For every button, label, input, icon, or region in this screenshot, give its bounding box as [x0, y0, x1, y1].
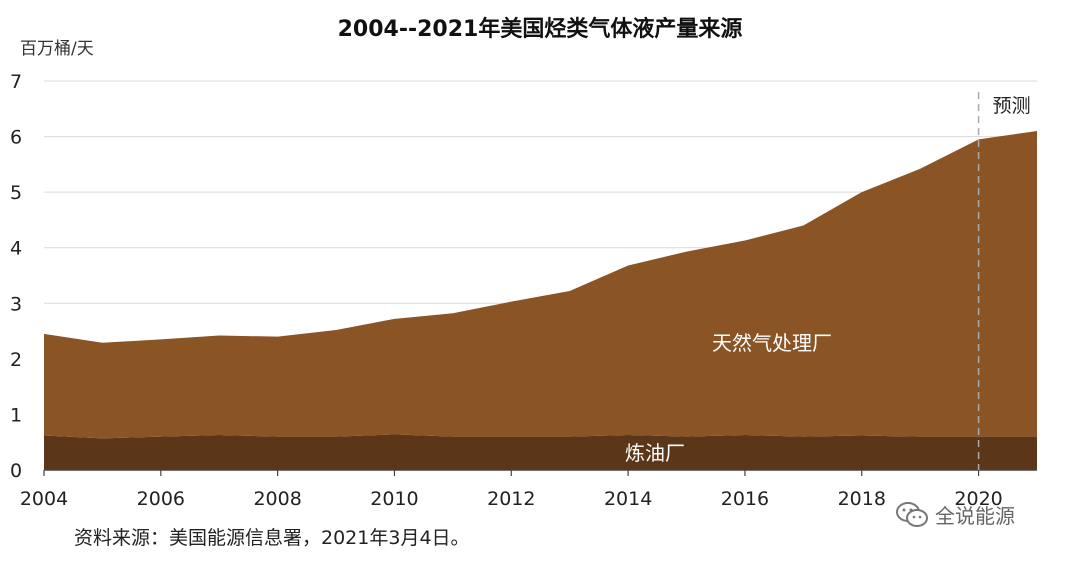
source-note: 资料来源：美国能源信息署，2021年3月4日。: [74, 527, 470, 549]
chart-title: 2004--2021年美国烃类气体液产量来源: [338, 16, 743, 42]
forecast-label: 预测: [993, 95, 1031, 117]
x-tick-2010: 2010: [370, 488, 418, 510]
watermark: 全说能源: [895, 500, 1015, 529]
y-tick-4: 4: [10, 238, 22, 260]
x-tick-2008: 2008: [253, 488, 301, 510]
x-tick-labels: 2004 2006 2008 2010 2012 2014 2016 2018 2020: [20, 488, 1003, 510]
y-tick-7: 7: [10, 71, 22, 93]
series-label-refinery: 炼油厂: [625, 441, 685, 465]
annotations: 预测: [977, 92, 1031, 470]
y-tick-1: 1: [10, 404, 22, 426]
series-labels: 炼油厂 天然气处理厂: [625, 331, 832, 465]
y-tick-labels: 0 1 2 3 4 5 6 7: [10, 71, 22, 482]
area-gas-plant: [44, 131, 1037, 439]
x-tick-2016: 2016: [721, 488, 769, 510]
wechat-icon: [896, 501, 928, 527]
y-tick-2: 2: [10, 349, 22, 371]
x-tick-2012: 2012: [487, 488, 535, 510]
x-tick-2004: 2004: [20, 488, 68, 510]
series-label-gas-plant: 天然气处理厂: [712, 331, 832, 355]
y-axis-label: 百万桶/天: [20, 39, 94, 59]
y-tick-0: 0: [10, 460, 22, 482]
axes: [43, 469, 1037, 476]
x-tick-2018: 2018: [838, 488, 886, 510]
watermark-text: 全说能源: [935, 504, 1015, 528]
area-refinery: [44, 434, 1037, 470]
x-tick-2014: 2014: [604, 488, 652, 510]
y-tick-5: 5: [10, 182, 22, 204]
y-tick-6: 6: [10, 127, 22, 149]
y-tick-3: 3: [10, 293, 22, 315]
x-tick-2020: 2020: [954, 488, 1002, 510]
area-series: [44, 131, 1037, 470]
x-tick-2006: 2006: [137, 488, 185, 510]
